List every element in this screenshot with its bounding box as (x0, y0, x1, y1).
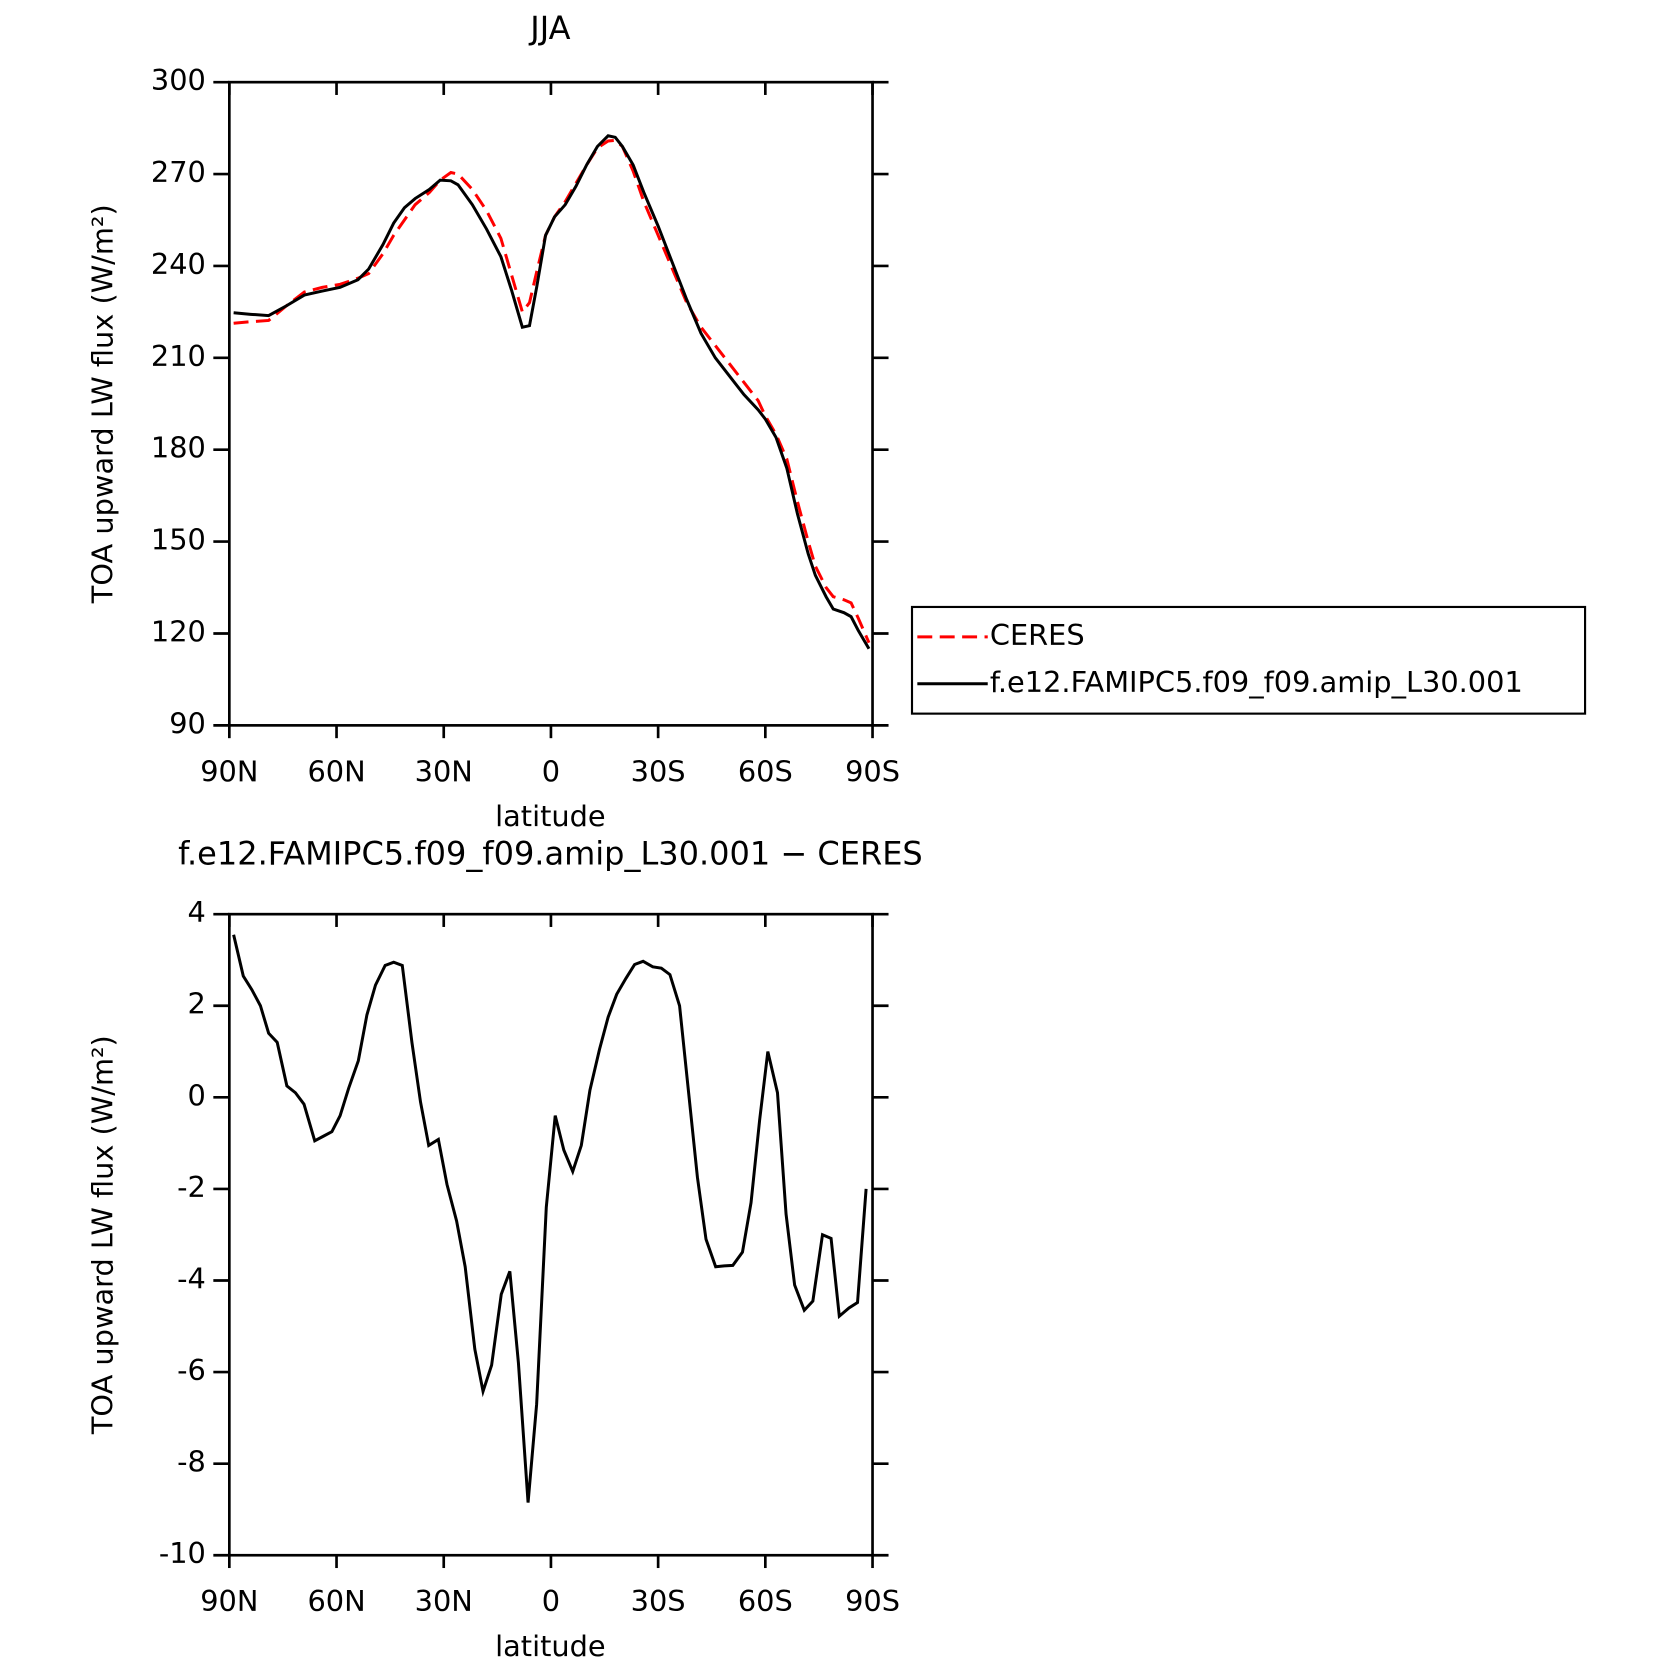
y-tick-label: 90 (169, 706, 206, 740)
y-axis-label: TOA upward LW flux (W/m²) (86, 1035, 120, 1435)
series-line (233, 138, 871, 644)
y-tick-label: -2 (177, 1170, 206, 1204)
x-tick-label: 60N (307, 1584, 365, 1618)
x-tick-label: 30S (631, 1584, 686, 1618)
x-tick-label: 60S (738, 754, 793, 788)
legend-box (910, 605, 1587, 715)
x-tick-label: 60N (307, 754, 365, 788)
y-axis-label: TOA upward LW flux (W/m²) (86, 204, 120, 604)
y-tick-label: 120 (151, 614, 206, 648)
y-tick-label: 4 (188, 895, 206, 929)
plot-frame (227, 80, 874, 727)
plot-frame (227, 912, 874, 1557)
x-tick-label: 60S (738, 1584, 793, 1618)
y-tick-label: 150 (151, 523, 206, 557)
y-tick-label: 0 (188, 1078, 206, 1112)
x-tick-label: 30S (631, 754, 686, 788)
x-tick-label: 90S (845, 754, 900, 788)
y-tick-label: 210 (151, 339, 206, 373)
series-line (232, 934, 868, 1503)
x-tick-label: 0 (542, 1584, 560, 1618)
x-axis-label: latitude (495, 799, 605, 833)
y-tick-label: 270 (151, 155, 206, 189)
x-tick-label: 90N (200, 754, 258, 788)
legend-label: f.e12.FAMIPC5.f09_f09.amip_L30.001 (990, 665, 1523, 699)
chart-title: JJA (528, 9, 570, 47)
legend-label: CERES (990, 618, 1085, 652)
y-tick-label: -6 (177, 1353, 206, 1387)
y-tick-label: -8 (177, 1445, 206, 1479)
y-tick-label: 300 (151, 63, 206, 97)
x-tick-label: 90S (845, 1584, 900, 1618)
y-tick-label: 240 (151, 247, 206, 281)
x-tick-label: 90N (200, 1584, 258, 1618)
x-axis-label: latitude (495, 1629, 605, 1663)
chart-title: f.e12.FAMIPC5.f09_f09.amip_L30.001 − CER… (178, 835, 923, 873)
y-tick-label: 2 (188, 987, 206, 1021)
y-tick-label: -10 (159, 1536, 206, 1570)
y-tick-label: 180 (151, 431, 206, 465)
x-tick-label: 0 (542, 754, 560, 788)
x-tick-label: 30N (415, 754, 473, 788)
series-line (233, 134, 871, 650)
y-tick-label: -4 (177, 1261, 206, 1295)
x-tick-label: 30N (415, 1584, 473, 1618)
